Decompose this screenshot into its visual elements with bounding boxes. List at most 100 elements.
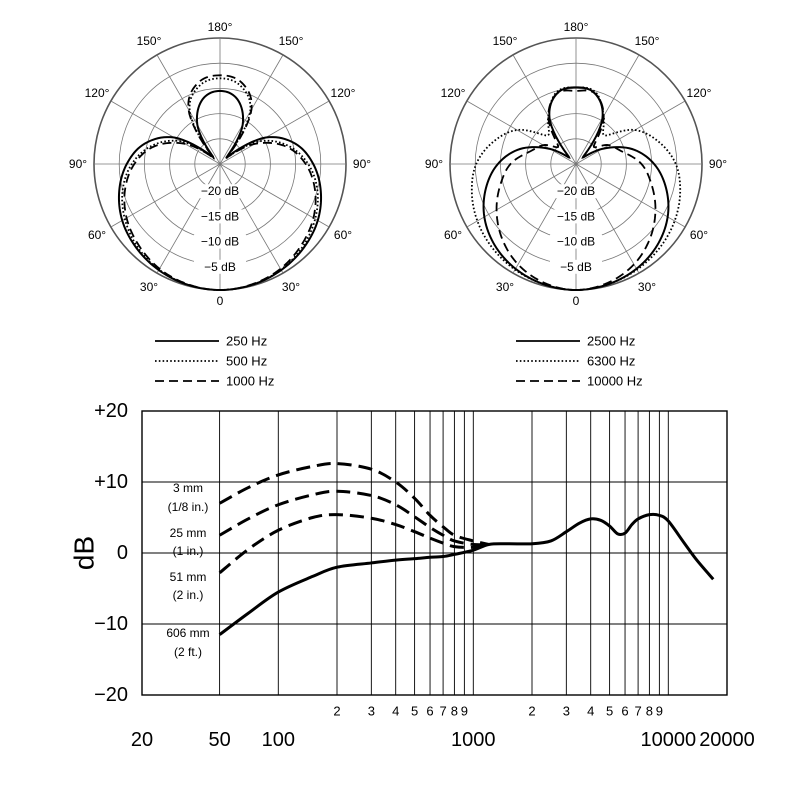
polar-spoke <box>512 54 577 165</box>
fr-x-minor-label: 8 <box>646 704 653 719</box>
fr-x-minor-label: 7 <box>439 704 446 719</box>
ring-label-backdrop <box>550 234 602 249</box>
polar-ring-label: −20 dB <box>201 184 239 198</box>
fr-x-minor-label: 5 <box>411 704 418 719</box>
fr-x-minor-label: 9 <box>461 704 468 719</box>
polar-series-curve <box>470 86 682 291</box>
legend-label: 1000 Hz <box>226 374 274 389</box>
polar-angle-label: 30° <box>638 280 656 294</box>
polar-spoke <box>575 163 640 274</box>
fr-y-tick-label: +10 <box>94 471 128 493</box>
legend-label: 2500 Hz <box>587 334 635 349</box>
fr-series-curve <box>218 512 715 636</box>
polar-pattern-chart-high: 0 30° 60° 90° 120° 150° 180° 150° 120° 90° 60° 30° −… <box>425 20 727 308</box>
fr-y-tick-label: −20 <box>94 684 128 706</box>
polar-angle-label: 150° <box>137 34 162 48</box>
legend-label: 500 Hz <box>226 354 267 369</box>
fr-series-curve <box>218 461 490 546</box>
polar-spoke <box>110 100 221 165</box>
fr-y-tick-label: +20 <box>94 400 128 422</box>
ring-label-backdrop <box>194 184 246 199</box>
fr-x-tick-label: 10000 <box>640 729 696 751</box>
polar-ring-label: −20 dB <box>557 184 595 198</box>
fr-distance-label: (1/8 in.) <box>168 500 209 514</box>
polar-spoke <box>219 100 330 165</box>
polar-angle-label: 60° <box>444 228 462 242</box>
polar-angle-label: 30° <box>282 280 300 294</box>
fr-y-tick-label: 0 <box>117 542 128 564</box>
polar-angle-label: 30° <box>496 280 514 294</box>
fr-series-curve <box>218 513 490 575</box>
polar-ring-label: −5 dB <box>560 260 592 274</box>
fr-x-minor-label: 4 <box>587 704 594 719</box>
polar-ring-label: −5 dB <box>204 260 236 274</box>
polar-angle-label: 60° <box>690 228 708 242</box>
fr-distance-label: 25 mm <box>170 526 207 540</box>
polar-spoke <box>156 163 221 274</box>
ring-label-backdrop <box>194 209 246 224</box>
polar-legend-high: 2500 Hz 6300 Hz 10000 Hz <box>516 334 643 389</box>
polar-angle-label: 180° <box>208 20 233 34</box>
fr-x-minor-label: 7 <box>634 704 641 719</box>
fr-series-curve <box>218 489 489 547</box>
polar-spoke <box>466 100 577 165</box>
fr-x-minor-label: 2 <box>528 704 535 719</box>
polar-ring-label: −15 dB <box>201 209 239 223</box>
polar-series-curve <box>121 77 319 291</box>
polar-angle-label: 30° <box>140 280 158 294</box>
polar-angle-label: 150° <box>493 34 518 48</box>
polar-angle-label: 120° <box>687 86 712 100</box>
polar-spoke <box>219 163 284 274</box>
polar-angle-label: 120° <box>85 86 110 100</box>
polar-spoke <box>575 54 640 165</box>
fr-distance-label: 606 mm <box>166 626 209 640</box>
fr-x-minor-label: 3 <box>563 704 570 719</box>
fr-x-minor-label: 4 <box>392 704 399 719</box>
polar-angle-label: 60° <box>88 228 106 242</box>
legend-label: 6300 Hz <box>587 354 635 369</box>
ring-label-backdrop <box>550 184 602 199</box>
fr-x-tick-label: 50 <box>208 729 230 751</box>
ring-label-backdrop <box>550 209 602 224</box>
fr-x-minor-label: 6 <box>426 704 433 719</box>
polar-spoke <box>219 163 330 228</box>
fr-x-minor-label: 9 <box>656 704 663 719</box>
polar-ring-label: −10 dB <box>201 235 239 249</box>
polar-series-curve <box>117 89 323 292</box>
fr-plot-frame <box>141 410 728 696</box>
fr-distance-label: 3 mm <box>173 481 203 495</box>
fr-x-minor-label: 5 <box>606 704 613 719</box>
polar-ring-label: −10 dB <box>557 235 595 249</box>
polar-angle-label: 90° <box>353 157 371 171</box>
polar-spoke <box>575 100 686 165</box>
fr-x-minor-label: 3 <box>368 704 375 719</box>
polar-series-curve <box>123 74 317 291</box>
fr-distance-label: (2 ft.) <box>174 645 202 659</box>
polar-pattern-chart-low: 0 30° 60° 90° 120° 150° 180° 150° 120° 90° 60° 30° −… <box>69 20 371 308</box>
polar-legend-low: 250 Hz 500 Hz 1000 Hz <box>155 334 274 389</box>
ring-label-backdrop <box>194 259 246 274</box>
polar-angle-label: 0 <box>573 294 580 308</box>
polar-angle-label: 120° <box>331 86 356 100</box>
polar-spoke <box>156 54 221 165</box>
fr-x-tick-label: 100 <box>262 729 295 751</box>
fr-y-axis-label: dB <box>69 536 100 570</box>
polar-angle-label: 120° <box>441 86 466 100</box>
fr-x-minor-label: 2 <box>333 704 340 719</box>
polar-ring-label: −15 dB <box>557 209 595 223</box>
fr-x-tick-label: 20000 <box>699 729 755 751</box>
fr-x-tick-label: 20 <box>131 729 153 751</box>
polar-spoke <box>110 163 221 228</box>
fr-distance-label: 51 mm <box>170 570 207 584</box>
fr-x-minor-label: 8 <box>451 704 458 719</box>
polar-angle-label: 60° <box>334 228 352 242</box>
polar-angle-label: 180° <box>564 20 589 34</box>
polar-angle-label: 150° <box>635 34 660 48</box>
polar-series-curve <box>495 89 657 291</box>
polar-spoke <box>512 163 577 274</box>
polar-angle-label: 90° <box>425 157 443 171</box>
ring-label-backdrop <box>194 234 246 249</box>
polar-angle-label: 90° <box>69 157 87 171</box>
